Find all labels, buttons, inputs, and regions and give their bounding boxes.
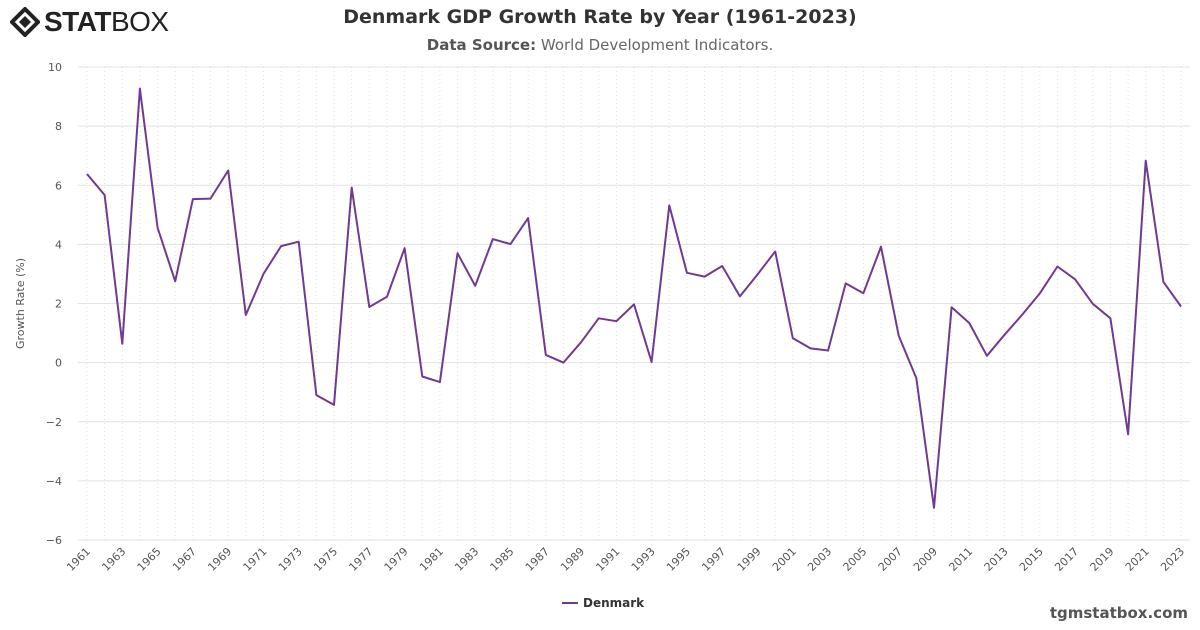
x-tick-label: 1989 bbox=[558, 545, 587, 574]
y-tick-label: 2 bbox=[55, 298, 62, 311]
x-tick-label: 1993 bbox=[629, 545, 658, 574]
y-tick-label: −6 bbox=[46, 534, 62, 547]
watermark: tgmstatbox.com bbox=[1049, 604, 1188, 622]
x-tick-label: 1969 bbox=[205, 545, 234, 574]
x-tick-label: 1973 bbox=[276, 545, 305, 574]
x-tick-label: 1961 bbox=[64, 545, 93, 574]
x-tick-label: 1995 bbox=[664, 545, 693, 574]
x-tick-label: 2001 bbox=[770, 545, 799, 574]
x-tick-label: 2007 bbox=[876, 545, 905, 574]
x-tick-label: 2015 bbox=[1017, 545, 1046, 574]
x-tick-label: 1991 bbox=[593, 545, 622, 574]
x-tick-label: 2023 bbox=[1158, 545, 1187, 574]
statbox-logo: STATBOX bbox=[10, 6, 169, 38]
diamond-logo-icon bbox=[10, 7, 40, 37]
x-tick-label: 1981 bbox=[417, 545, 446, 574]
x-tick-label: 2003 bbox=[805, 545, 834, 574]
x-tick-label: 1979 bbox=[382, 545, 411, 574]
x-tick-label: 1975 bbox=[311, 545, 340, 574]
chart-subtitle: Data Source: World Development Indicator… bbox=[426, 36, 774, 54]
y-tick-label: 6 bbox=[55, 179, 62, 192]
y-axis-label: Growth Rate (%) bbox=[14, 258, 27, 349]
legend-label: Denmark bbox=[583, 596, 645, 610]
x-tick-label: 1997 bbox=[699, 545, 728, 574]
x-tick-label: 2013 bbox=[982, 545, 1011, 574]
y-tick-label: 0 bbox=[55, 357, 62, 370]
x-tick-label: 2017 bbox=[1052, 545, 1081, 574]
x-tick-label: 2021 bbox=[1123, 545, 1152, 574]
x-tick-label: 1965 bbox=[135, 545, 164, 574]
x-tick-label: 1977 bbox=[346, 545, 375, 574]
x-tick-label: 1963 bbox=[99, 545, 128, 574]
y-tick-label: −2 bbox=[46, 416, 62, 429]
x-tick-label: 2011 bbox=[946, 545, 975, 574]
x-tick-label: 1999 bbox=[735, 545, 764, 574]
chart-title: Denmark GDP Growth Rate by Year (1961-20… bbox=[343, 6, 857, 28]
y-tick-label: 8 bbox=[55, 120, 62, 133]
x-tick-label: 1967 bbox=[170, 545, 199, 574]
x-tick-label: 2009 bbox=[911, 545, 940, 574]
y-tick-label: −4 bbox=[46, 475, 62, 488]
x-tick-label: 1985 bbox=[488, 545, 517, 574]
y-tick-label: 10 bbox=[48, 61, 62, 74]
x-tick-label: 2019 bbox=[1088, 545, 1117, 574]
logo-text: STATBOX bbox=[44, 6, 169, 37]
x-tick-label: 1971 bbox=[241, 545, 270, 574]
x-tick-label: 2005 bbox=[841, 545, 870, 574]
x-tick-label: 1983 bbox=[452, 545, 481, 574]
series-line-denmark bbox=[86, 87, 1182, 509]
y-tick-label: 4 bbox=[55, 238, 62, 251]
x-tick-label: 1987 bbox=[523, 545, 552, 574]
